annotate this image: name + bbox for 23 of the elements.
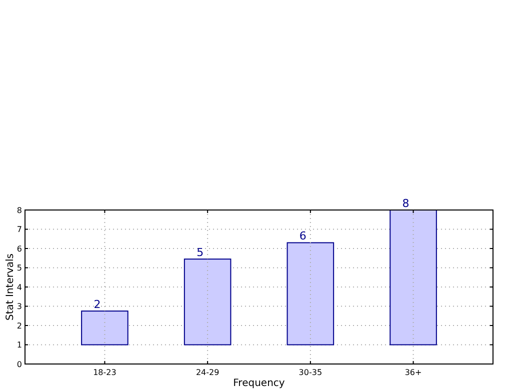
annotation: 8 — [402, 197, 410, 210]
y-axis-title: Stat Intervals — [5, 253, 16, 321]
x-tick-label: 36+ — [404, 368, 422, 377]
annotation: 5 — [196, 246, 204, 260]
y-tick-label: 2 — [16, 321, 22, 330]
annotation: 6 — [299, 230, 306, 243]
y-tick-label: 5 — [16, 264, 22, 273]
x-tick-label: 18-23 — [93, 368, 116, 377]
y-tick-label: 4 — [16, 282, 22, 292]
y-tick-label: 1 — [16, 340, 22, 350]
annotation: 2 — [94, 298, 101, 312]
bar — [81, 310, 128, 346]
y-tick-label: 6 — [16, 244, 22, 254]
x-tick-label: 30-35 — [298, 368, 322, 377]
y-tick-label: 0 — [16, 360, 22, 369]
bar — [184, 258, 232, 346]
bar — [390, 210, 437, 346]
x-axis-title: Frequency — [233, 378, 285, 389]
y-tick-label: 3 — [16, 302, 22, 312]
bar — [286, 242, 334, 346]
y-tick-label: 8 — [16, 206, 22, 215]
y-tick-label: 7 — [16, 225, 22, 234]
x-tick-label: 24-29 — [196, 368, 220, 377]
